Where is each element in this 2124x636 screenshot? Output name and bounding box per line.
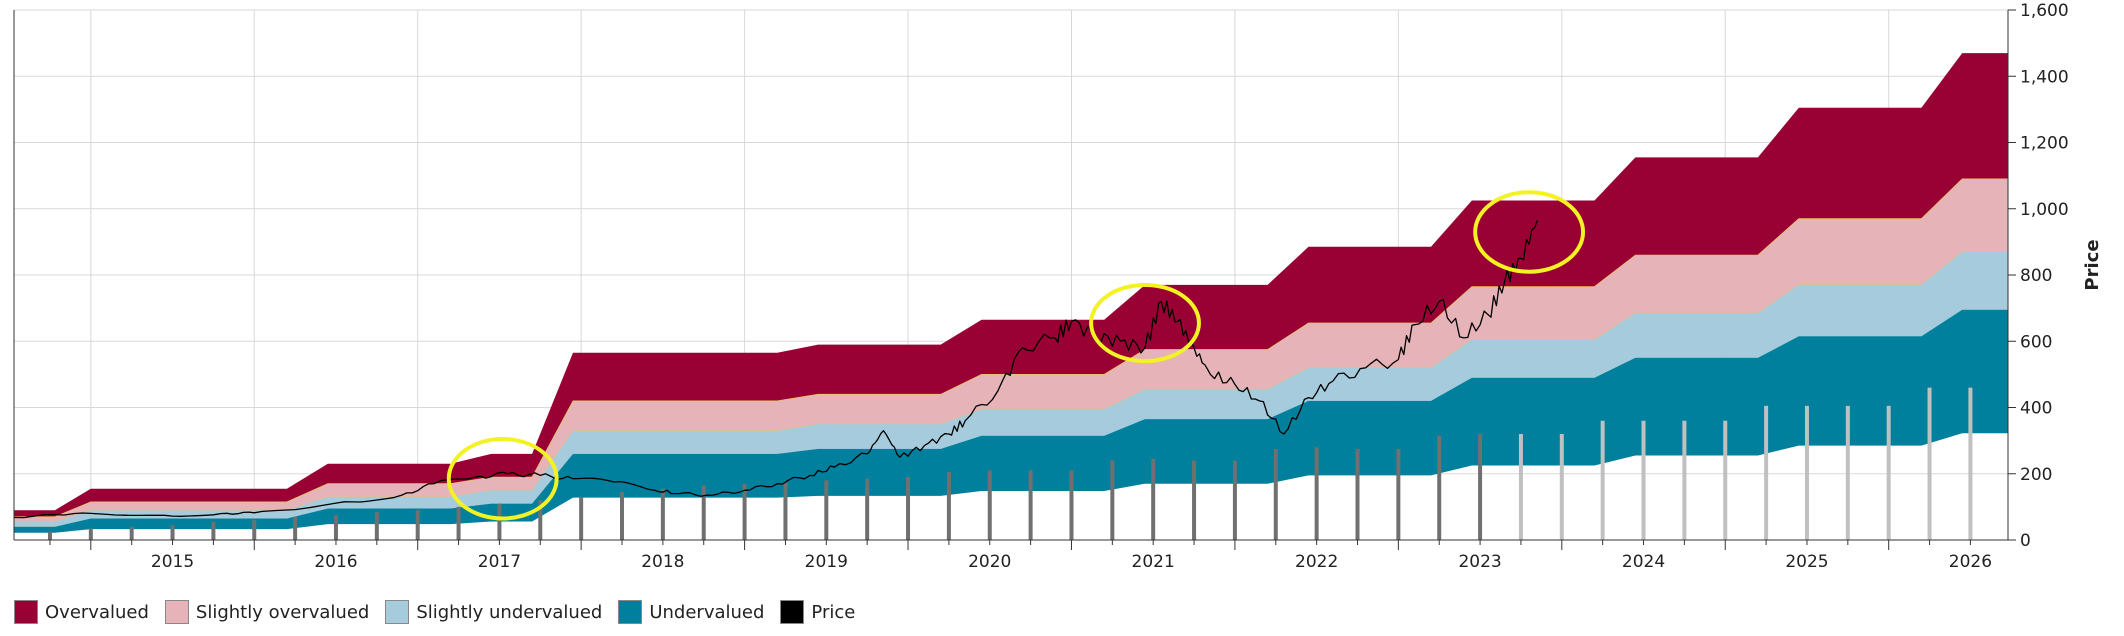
legend-swatch-undervalued [618, 600, 643, 624]
bar [1845, 405, 1850, 540]
y-axis-title: Price [2082, 239, 2103, 290]
bar [1559, 434, 1564, 540]
y-tick-label: 1,600 [2020, 1, 2069, 21]
bars-layer [47, 387, 1973, 540]
x-tick-label: 2023 [1458, 552, 1501, 572]
x-tick-label: 2024 [1622, 552, 1665, 572]
highlight-circle [1473, 190, 1586, 274]
legend-item-overvalued[interactable]: Overvalued [14, 600, 149, 624]
bar [1396, 448, 1401, 540]
bar [88, 528, 93, 540]
bar [1232, 460, 1237, 540]
legend-label-slightly-undervalued: Slightly undervalued [416, 601, 603, 623]
legend-swatch-price [780, 600, 805, 624]
x-tick-label: 2018 [641, 552, 684, 572]
x-tick-label: 2019 [805, 552, 848, 572]
y-tick-label: 800 [2020, 266, 2052, 286]
y-tick-label: 1,200 [2020, 134, 2069, 154]
bar [1192, 460, 1197, 540]
bar [1069, 470, 1074, 540]
x-tick-label: 2022 [1295, 552, 1338, 572]
x-tick-label: 2020 [968, 552, 1011, 572]
bar [1355, 448, 1360, 540]
legend-swatch-slightly-overvalued [164, 600, 189, 624]
x-tick-label: 2017 [478, 552, 521, 572]
bar [1723, 420, 1728, 540]
bar [701, 485, 706, 540]
bar [1804, 405, 1809, 540]
y-tick-label: 200 [2020, 465, 2052, 485]
legend-item-undervalued[interactable]: Undervalued [618, 600, 764, 624]
bar [906, 477, 911, 540]
x-tick-label: 2016 [314, 552, 357, 572]
y-tick-label: 400 [2020, 399, 2052, 419]
bar [1437, 435, 1442, 540]
bar [47, 531, 52, 540]
legend-item-price[interactable]: Price [780, 600, 855, 624]
bar [660, 488, 665, 540]
bar [1110, 460, 1115, 540]
price-layer [13, 220, 1538, 519]
legend-label-price: Price [811, 601, 856, 623]
bar [620, 491, 625, 540]
bar [1151, 458, 1156, 540]
bar [211, 521, 216, 540]
y-tick-label: 1,400 [2020, 67, 2069, 87]
x-tick-label: 2015 [151, 552, 194, 572]
bar [1028, 470, 1033, 540]
bar [538, 500, 543, 540]
highlight-circle [1089, 282, 1201, 364]
bar [374, 511, 379, 540]
y-tick-label: 0 [2020, 531, 2031, 551]
x-tick-label: 2025 [1785, 552, 1828, 572]
y-tick-label: 1,000 [2020, 200, 2069, 220]
bar [865, 478, 870, 540]
bar [742, 483, 747, 540]
bar [946, 472, 951, 540]
bar [1968, 387, 1973, 540]
highlight-circles [446, 190, 1586, 521]
bar [415, 510, 420, 540]
bar [579, 496, 584, 540]
bar [1641, 420, 1646, 540]
bar [1314, 447, 1319, 540]
bar [252, 520, 257, 540]
bar [783, 482, 788, 540]
legend-swatch-overvalued [14, 600, 38, 624]
bar [1886, 405, 1891, 540]
bar [1518, 434, 1523, 540]
bar [170, 525, 175, 540]
bar [333, 515, 338, 540]
highlight-circle [446, 436, 559, 521]
bar [824, 480, 829, 540]
bar [1927, 387, 1932, 540]
legend: Overvalued Slightly overvalued Slightly … [14, 600, 871, 624]
bar [129, 526, 134, 540]
legend-label-slightly-overvalued: Slightly overvalued [195, 601, 370, 623]
legend-label-undervalued: Undervalued [649, 601, 765, 623]
bar [1764, 405, 1769, 540]
bar [1478, 434, 1483, 540]
valuation-chart: 0 200 400 600 800 1,000 1,200 1,400 1,600 2015 201… [13, 1, 2103, 572]
bar [293, 516, 298, 540]
bar [456, 506, 461, 540]
legend-item-slightly-undervalued[interactable]: Slightly undervalued [385, 600, 602, 624]
bar [497, 503, 502, 540]
y-tick-label: 600 [2020, 332, 2052, 352]
legend-item-slightly-overvalued[interactable]: Slightly overvalued [164, 600, 370, 624]
bar [1600, 420, 1605, 540]
bar [1273, 448, 1278, 540]
bar [987, 470, 992, 540]
band-undervalued [14, 309, 2008, 533]
bar [1682, 420, 1687, 540]
legend-swatch-slightly-undervalued [385, 600, 410, 624]
price-line [13, 220, 1538, 519]
x-tick-label: 2021 [1132, 552, 1175, 572]
axes-layer: 0 200 400 600 800 1,000 1,200 1,400 1,600 2015 201… [13, 1, 2069, 572]
valuation-bands [13, 53, 2009, 533]
legend-label-overvalued: Overvalued [45, 601, 149, 623]
x-tick-label: 2026 [1949, 552, 1992, 572]
